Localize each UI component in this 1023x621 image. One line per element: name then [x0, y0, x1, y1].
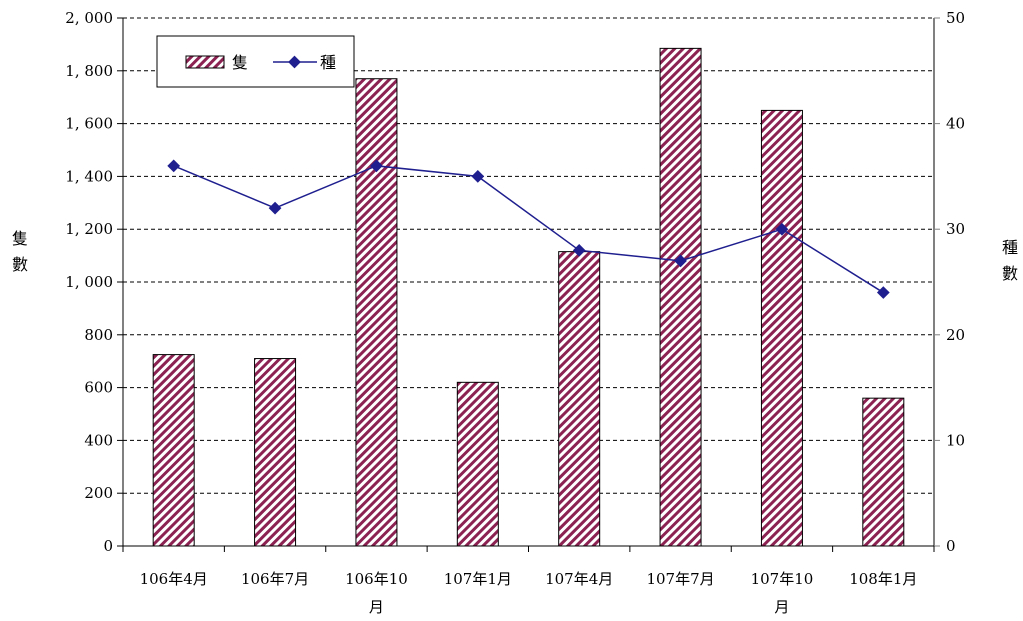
y-tick-label-right: 0 — [946, 537, 956, 555]
x-tick-label: 107年1月 — [444, 570, 512, 588]
x-tick-label: 106年10 — [345, 570, 408, 588]
x-tick-label: 107年10 — [751, 570, 814, 588]
y-tick-label-right: 30 — [946, 220, 965, 238]
y-tick-label-left: 1, 400 — [65, 167, 113, 185]
line-point — [471, 170, 485, 183]
line-point — [167, 159, 181, 173]
axes — [117, 17, 940, 552]
y-axis-label-right-char-1: 種 — [1002, 238, 1018, 257]
y-tick-label-left: 600 — [84, 379, 113, 397]
bar-series — [152, 47, 905, 547]
y-axis-label-right-char-2: 數 — [1002, 264, 1018, 283]
y-tick-label-left: 400 — [84, 431, 113, 449]
bar — [355, 78, 398, 547]
line-point — [370, 159, 383, 173]
legend-line-marker — [288, 55, 301, 69]
y-tick-label-right: 10 — [946, 431, 965, 449]
bar — [558, 251, 601, 547]
line-point — [268, 201, 282, 215]
y-tick-label-left: 1, 600 — [65, 115, 113, 133]
line-point — [876, 286, 890, 299]
bar — [254, 358, 297, 547]
y-tick-label-left: 800 — [84, 326, 113, 344]
x-tick-label: 107年7月 — [646, 570, 714, 588]
y-tick-label-left: 1, 200 — [65, 220, 113, 238]
x-tick-label: 月 — [369, 598, 384, 616]
gridlines — [123, 17, 934, 494]
y-tick-label-right: 20 — [946, 326, 965, 344]
bar — [659, 47, 702, 547]
x-tick-label: 108年1月 — [849, 570, 917, 588]
x-tick-label: 107年4月 — [545, 570, 613, 588]
bar — [456, 381, 499, 547]
y-axis-label-left-char-1: 隻 — [12, 229, 28, 248]
y-tick-label-left: 0 — [103, 537, 113, 555]
line-path — [173, 165, 884, 294]
y-tick-label-left: 1, 800 — [65, 62, 113, 80]
y-tick-label-left: 2, 000 — [65, 9, 113, 27]
y-tick-label-left: 1, 000 — [65, 273, 113, 291]
legend: 隻 種 — [156, 35, 355, 88]
legend-bar-swatch — [185, 55, 225, 69]
bar — [862, 397, 905, 547]
legend-label-line: 種 — [320, 53, 336, 72]
y-tick-label-right: 40 — [946, 115, 965, 133]
bar — [152, 354, 195, 547]
bar — [760, 109, 803, 547]
y-axis-label-left-char-2: 數 — [12, 255, 28, 274]
x-tick-label: 月 — [774, 598, 789, 616]
y-tick-label-left: 200 — [84, 484, 113, 502]
legend-label-bar: 隻 — [232, 53, 248, 72]
x-tick-label: 106年7月 — [241, 570, 309, 588]
y-tick-label-right: 50 — [946, 9, 965, 27]
x-tick-label: 106年4月 — [140, 570, 208, 588]
